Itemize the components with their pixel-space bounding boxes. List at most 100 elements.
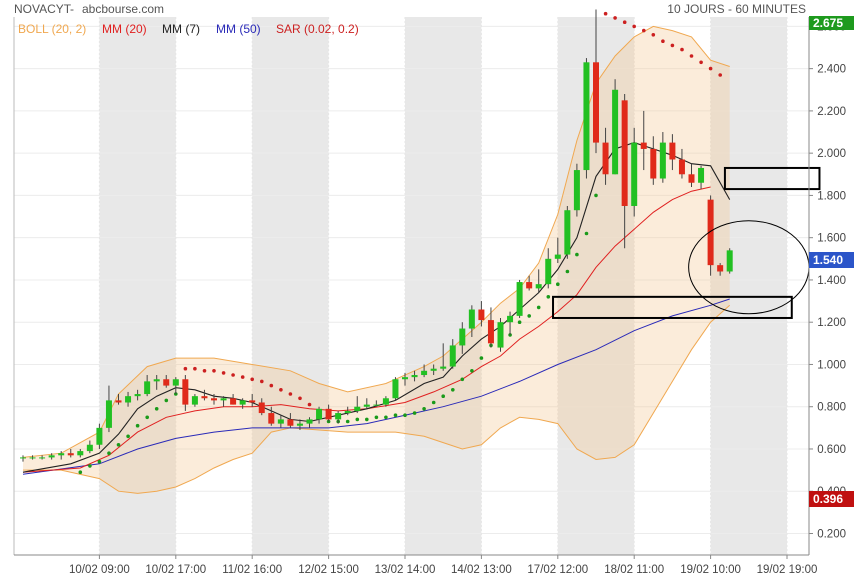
candle	[249, 394, 256, 407]
candle	[468, 305, 475, 337]
y-tick-label: 1.000	[817, 359, 846, 371]
candle	[230, 394, 237, 405]
header-source: abcbourse.com	[82, 2, 164, 16]
candle	[554, 237, 561, 264]
sar-dot	[689, 54, 694, 58]
candle	[105, 385, 112, 433]
candle-body	[526, 282, 533, 289]
sar-dot	[651, 33, 656, 37]
candle-body	[325, 408, 332, 420]
candle	[526, 275, 533, 291]
sar-dot	[250, 377, 254, 382]
candle	[363, 398, 370, 409]
candle	[316, 406, 323, 424]
sar-dot	[107, 451, 111, 456]
sar-dot	[575, 252, 579, 257]
candle-body	[201, 396, 208, 399]
candle	[201, 389, 208, 401]
y-tick-label: 2.200	[817, 106, 846, 118]
y-tick-label: 0.600	[817, 444, 846, 456]
sar-dot	[116, 443, 121, 447]
candle-body	[478, 309, 485, 321]
sar-dot	[460, 377, 465, 382]
candle	[382, 396, 389, 407]
candle-body	[268, 413, 275, 424]
sar-dot	[269, 383, 274, 388]
candle	[77, 448, 84, 458]
candle	[211, 394, 217, 405]
sar-dot	[78, 470, 83, 475]
candle-body	[554, 254, 561, 259]
candle	[430, 364, 437, 376]
sar-dot	[288, 392, 293, 396]
candle-body	[230, 398, 237, 405]
x-tick-label: 18/02 11:00	[604, 564, 664, 576]
sar-dot	[145, 415, 149, 420]
sar-dot	[517, 320, 522, 325]
grid-lines	[14, 17, 809, 555]
candle-body	[593, 62, 599, 143]
axis-labels: 0.2000.4000.6000.8001.0001.2001.4001.600…	[69, 21, 846, 576]
candle	[621, 93, 628, 249]
candle-body	[96, 427, 103, 445]
x-tick-label: 13/02 14:00	[375, 564, 436, 576]
sar-dot	[221, 371, 226, 375]
sar-dot	[298, 396, 302, 401]
candle-body	[363, 404, 370, 407]
sar-dot	[431, 400, 436, 405]
sar-dot	[718, 73, 722, 77]
candle-body	[698, 167, 705, 183]
sar-dot	[479, 356, 484, 360]
candle-body	[669, 142, 676, 160]
sar-dot	[603, 11, 608, 16]
sar-dot	[279, 388, 283, 392]
sar-dot	[307, 402, 312, 407]
candle	[392, 377, 399, 401]
sar-dot	[154, 407, 159, 411]
candle	[287, 413, 294, 428]
candle-body	[640, 142, 647, 149]
sar-dot	[565, 269, 570, 274]
candle-body	[239, 400, 246, 405]
candle-body	[211, 398, 217, 401]
candle-body	[707, 199, 714, 266]
sar-dot	[708, 66, 713, 71]
sar-dot	[164, 398, 169, 403]
candle	[602, 127, 609, 185]
session-shade	[710, 17, 787, 555]
candle	[564, 205, 571, 259]
candle	[545, 248, 552, 289]
candle-body	[382, 398, 389, 405]
sar-dot	[403, 413, 407, 418]
sar-dot	[88, 464, 92, 468]
x-tick-label: 10/02 09:00	[69, 564, 130, 576]
sar-dot	[422, 407, 426, 411]
parabolic-sar-dots	[78, 11, 722, 475]
candle-body	[688, 174, 695, 183]
candle-body	[621, 100, 628, 206]
candle	[593, 9, 599, 154]
candle-body	[344, 410, 351, 414]
candle	[96, 423, 103, 449]
sar-dot	[661, 39, 665, 43]
y-tick-label: 0.200	[817, 529, 846, 541]
x-tick-label: 14/02 13:00	[451, 564, 512, 576]
candle	[688, 163, 695, 187]
candle	[459, 322, 466, 354]
low-price-badge	[809, 491, 854, 507]
candle	[516, 279, 523, 318]
sar-dot	[202, 369, 207, 373]
sar-dot	[613, 16, 617, 20]
candle	[163, 375, 170, 388]
candle-body	[564, 210, 571, 255]
bollinger-fill	[23, 26, 730, 494]
candle	[717, 263, 724, 276]
candle-body	[182, 379, 189, 405]
candle-body	[411, 375, 418, 378]
candle	[268, 406, 275, 426]
candle	[698, 165, 705, 190]
candle	[306, 417, 313, 428]
sar-dot	[536, 305, 541, 310]
candle	[296, 419, 303, 430]
